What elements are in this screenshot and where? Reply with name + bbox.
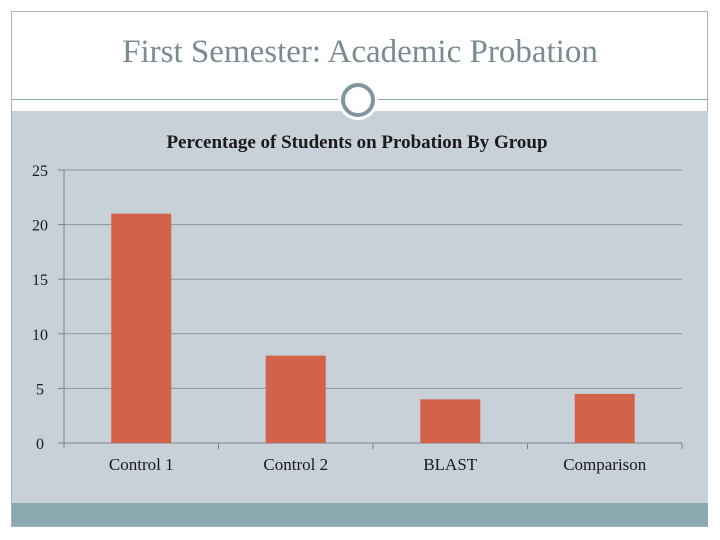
y-tick-label: 20: [32, 218, 48, 235]
bar-control-2: [265, 355, 326, 443]
bars: [111, 213, 635, 443]
chart-title: Percentage of Students on Probation By G…: [166, 132, 547, 153]
bar-control-1: [111, 213, 172, 443]
bar-blast: [420, 399, 481, 443]
x-tick-label: Comparison: [563, 455, 647, 474]
y-tick-label: 25: [32, 163, 48, 180]
x-tick-label: Control 2: [263, 455, 328, 474]
y-tick-labels: 0 5 10 15 20 25: [32, 163, 48, 453]
y-tick-label: 0: [36, 436, 44, 453]
x-tick-label: Control 1: [109, 455, 174, 474]
footer-band: [12, 503, 708, 526]
y-tick-label: 10: [32, 327, 48, 344]
slide-title: First Semester: Academic Probation: [122, 34, 598, 70]
y-tick-label: 15: [32, 272, 48, 289]
bar-comparison: [574, 393, 635, 443]
y-tick-label: 5: [36, 381, 44, 398]
x-tick-label: BLAST: [423, 455, 477, 474]
circle-ornament-icon: [338, 80, 378, 120]
x-tick-labels: Control 1 Control 2 BLAST Comparison: [109, 455, 647, 474]
